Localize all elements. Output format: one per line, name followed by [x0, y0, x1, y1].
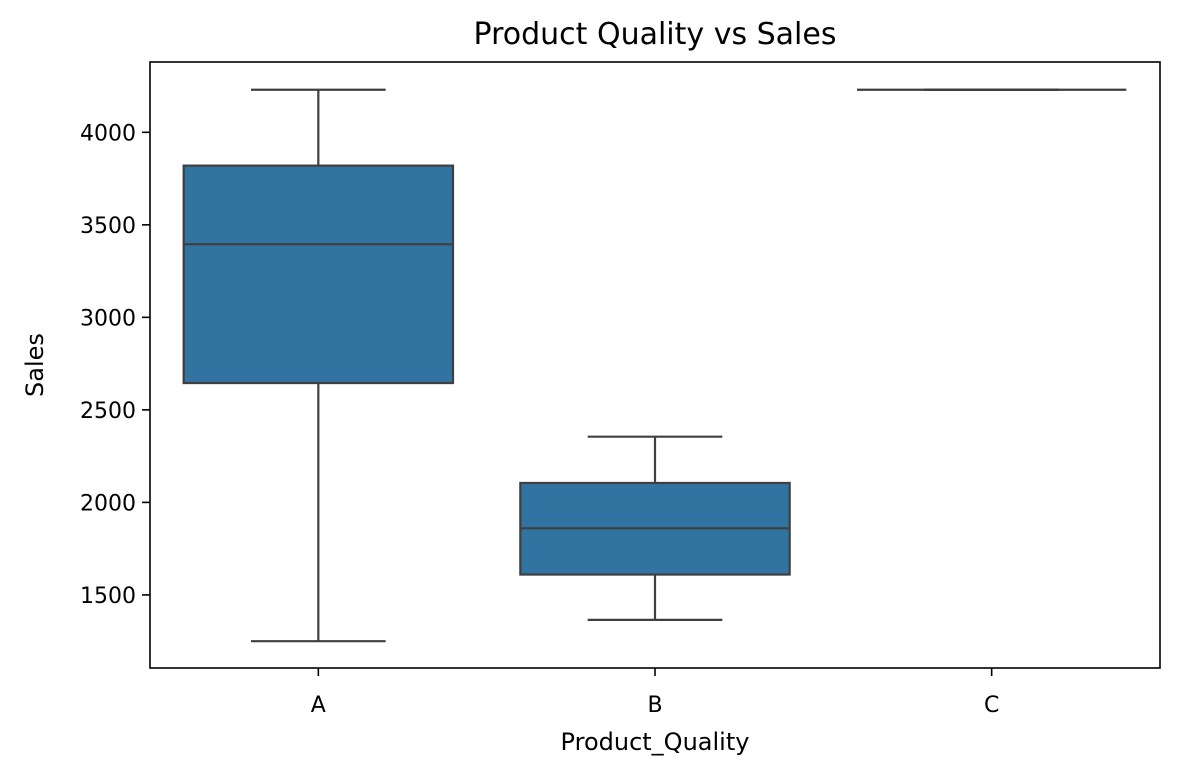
box-B	[519, 435, 791, 621]
x-axis-label: Product_Quality	[561, 728, 750, 756]
y-axis: 1500 2000 2500 3000 3500 4000	[80, 121, 150, 609]
box-A	[182, 88, 455, 643]
y-axis-label: Sales	[21, 333, 49, 397]
y-tick-label: 2500	[80, 399, 136, 424]
y-tick-label: 2000	[80, 491, 136, 516]
x-tick-label: B	[647, 693, 662, 718]
plot-area	[182, 88, 1127, 643]
y-tick-label: 4000	[80, 121, 136, 146]
y-tick-label: 1500	[80, 584, 136, 609]
y-tick-label: 3000	[80, 306, 136, 331]
x-tick-label: A	[311, 693, 326, 718]
y-tick-label: 3500	[80, 214, 136, 239]
chart-title: Product Quality vs Sales	[474, 17, 837, 52]
box-iqr	[182, 164, 455, 385]
x-tick-label: C	[984, 693, 999, 718]
x-axis: A B C	[311, 668, 999, 718]
